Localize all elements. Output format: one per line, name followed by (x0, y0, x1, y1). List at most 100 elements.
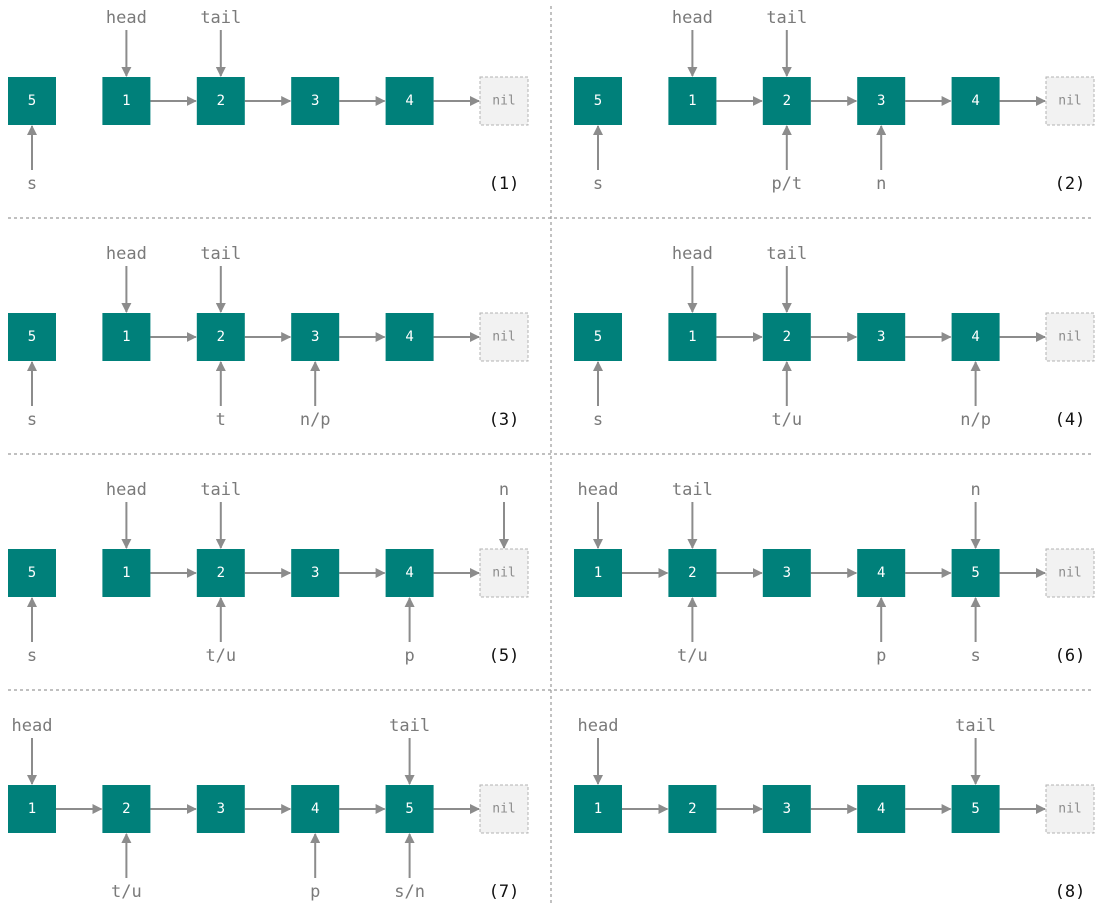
node-box (8, 549, 56, 597)
node-value: 4 (405, 93, 413, 109)
nil-box (479, 548, 529, 598)
node-box (385, 77, 434, 125)
node-box (857, 785, 906, 833)
nil-box (479, 312, 529, 362)
list-node: 4 (857, 785, 906, 833)
list-node: 3 (291, 77, 340, 125)
node-value: 5 (28, 93, 36, 109)
step-label: (4) (1055, 410, 1086, 430)
list-node: 2 (668, 549, 717, 597)
node-value: 3 (311, 329, 319, 345)
nil-label: nil (492, 94, 515, 109)
list-node: 2 (668, 785, 717, 833)
node-value: 4 (971, 93, 979, 109)
node-box (762, 549, 811, 597)
pointer-label-head: head (12, 716, 53, 736)
nil-label: nil (1058, 94, 1081, 109)
list-node: 1 (102, 77, 151, 125)
panel-7: 1 2 3 4 5 nil head tail t/u p s/n (7) (8, 716, 529, 902)
nil-node: nil (1045, 548, 1095, 598)
node-box (196, 77, 245, 125)
node-value: 5 (405, 801, 413, 817)
list-node: 4 (291, 785, 340, 833)
pointer-label-head: head (672, 8, 713, 28)
nil-node: nil (1045, 312, 1095, 362)
pointer-label-n-p: n/p (960, 410, 991, 430)
node-value: 1 (594, 801, 602, 817)
node-value: 5 (971, 801, 979, 817)
pointer-label-n: n (970, 480, 980, 500)
list-node: 2 (196, 77, 245, 125)
node-box (385, 549, 434, 597)
node-value: 3 (877, 93, 885, 109)
node-box (8, 313, 56, 361)
list-node: 3 (762, 549, 811, 597)
list-node: 4 (951, 313, 1000, 361)
node-box (668, 77, 717, 125)
step-label: (6) (1055, 646, 1086, 666)
list-node: 3 (291, 313, 340, 361)
pointer-label-tail: tail (200, 480, 241, 500)
pointer-label-p: p (310, 882, 320, 902)
node-box (291, 549, 340, 597)
pointer-label-t-u: t/u (771, 410, 802, 430)
node-value: 5 (594, 93, 602, 109)
pointer-label-t-u: t/u (111, 882, 142, 902)
node-value: 2 (783, 93, 791, 109)
list-node: 2 (102, 785, 151, 833)
list-node: 1 (668, 77, 717, 125)
list-node: 2 (196, 313, 245, 361)
pointer-label-head: head (106, 244, 147, 264)
pointer-label-head: head (672, 244, 713, 264)
panel-2: 5 1 2 3 4 nil head tail s p/t n (2) (574, 8, 1095, 194)
node-box (196, 785, 245, 833)
panel-1: 5 1 2 3 4 nil head tail s (1) (8, 8, 529, 194)
list-node: 1 (8, 785, 56, 833)
pointer-label-p-t: p/t (771, 174, 802, 194)
node-value: 3 (217, 801, 225, 817)
pointer-label-head: head (578, 480, 619, 500)
nil-box (1045, 76, 1095, 126)
list-node: 4 (951, 77, 1000, 125)
node-value: 4 (405, 329, 413, 345)
pointer-label-tail: tail (200, 8, 241, 28)
node-value: 4 (877, 565, 885, 581)
list-node: 5 (574, 77, 622, 125)
nil-box (1045, 312, 1095, 362)
pointer-label-head: head (106, 480, 147, 500)
pointer-label-s: s (593, 410, 603, 430)
nil-node: nil (479, 548, 529, 598)
node-box (951, 785, 1000, 833)
node-value: 3 (311, 565, 319, 581)
node-box (951, 77, 1000, 125)
node-box (951, 313, 1000, 361)
list-node: 1 (668, 313, 717, 361)
node-box (668, 549, 717, 597)
node-value: 1 (688, 93, 696, 109)
pointer-label-tail: tail (766, 244, 807, 264)
panel-6: 1 2 3 4 5 nil head tail n t/u p s (6) (574, 480, 1095, 666)
node-box (574, 549, 622, 597)
node-box (951, 549, 1000, 597)
node-value: 1 (122, 93, 130, 109)
node-value: 4 (311, 801, 319, 817)
list-node: 4 (385, 549, 434, 597)
node-value: 4 (405, 565, 413, 581)
step-label: (8) (1055, 882, 1086, 902)
pointer-label-s: s (27, 646, 37, 666)
panel-8: 1 2 3 4 5 nil head tail (8) (574, 716, 1095, 902)
nil-box (1045, 784, 1095, 834)
pointer-label-n-p: n/p (300, 410, 331, 430)
nil-node: nil (479, 312, 529, 362)
node-box (574, 785, 622, 833)
pointer-label-head: head (106, 8, 147, 28)
list-node: 3 (291, 549, 340, 597)
list-node: 1 (102, 313, 151, 361)
node-box (668, 785, 717, 833)
pointer-label-tail: tail (766, 8, 807, 28)
pointer-label-n: n (876, 174, 886, 194)
step-label: (2) (1055, 174, 1086, 194)
pointer-label-s: s (970, 646, 980, 666)
nil-label: nil (1058, 330, 1081, 345)
node-box (291, 313, 340, 361)
